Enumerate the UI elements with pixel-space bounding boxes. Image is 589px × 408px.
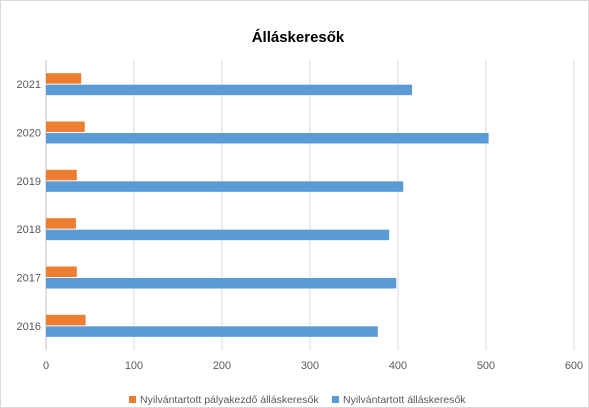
y-tick-labels: 2016 2017 2018 2019 2020 2021 bbox=[17, 79, 41, 333]
bars bbox=[46, 73, 489, 337]
bar-series-1-2021 bbox=[46, 73, 82, 84]
bar-series-1-2019 bbox=[46, 169, 77, 181]
legend-label-series-2: Nyilvántartott álláskeresők bbox=[343, 394, 466, 406]
bar-series-1-2016 bbox=[46, 314, 86, 326]
chart-title: Álláskeresők bbox=[252, 29, 345, 46]
legend-swatch-series-1 bbox=[129, 396, 136, 403]
x-tick-label: 500 bbox=[477, 360, 495, 372]
y-tick-label: 2019 bbox=[17, 176, 41, 188]
legend: Nyilvántartott pályakezdő álláskeresők N… bbox=[129, 394, 466, 406]
y-tick-label: 2021 bbox=[17, 79, 41, 91]
y-tick-label: 2016 bbox=[17, 321, 41, 333]
y-tick-label: 2017 bbox=[17, 273, 41, 285]
x-tick-label: 400 bbox=[389, 360, 407, 372]
bar-series-1-2017 bbox=[46, 266, 77, 277]
x-tick-label: 100 bbox=[125, 360, 143, 372]
legend-label-series-1: Nyilvántartott pályakezdő álláskeresők bbox=[140, 394, 319, 406]
x-tick-labels: 0 100 200 300 400 500 600 bbox=[43, 360, 583, 372]
x-tick-label: 300 bbox=[301, 360, 319, 372]
bar-series-1-2018 bbox=[46, 218, 76, 229]
bar-series-2-2019 bbox=[46, 181, 404, 192]
x-tick-label: 600 bbox=[565, 360, 583, 372]
x-tick-label: 200 bbox=[213, 360, 231, 372]
gridlines bbox=[45, 60, 575, 350]
bar-series-1-2020 bbox=[46, 121, 85, 132]
x-tick-label: 0 bbox=[43, 360, 49, 372]
bar-series-2-2017 bbox=[46, 278, 397, 289]
bar-series-2-2016 bbox=[46, 326, 378, 337]
bar-series-2-2021 bbox=[46, 84, 413, 96]
y-tick-label: 2020 bbox=[17, 128, 41, 140]
bar-series-2-2020 bbox=[46, 133, 489, 144]
legend-swatch-series-2 bbox=[332, 396, 339, 403]
y-tick-label: 2018 bbox=[17, 224, 41, 236]
bar-series-2-2018 bbox=[46, 229, 390, 241]
